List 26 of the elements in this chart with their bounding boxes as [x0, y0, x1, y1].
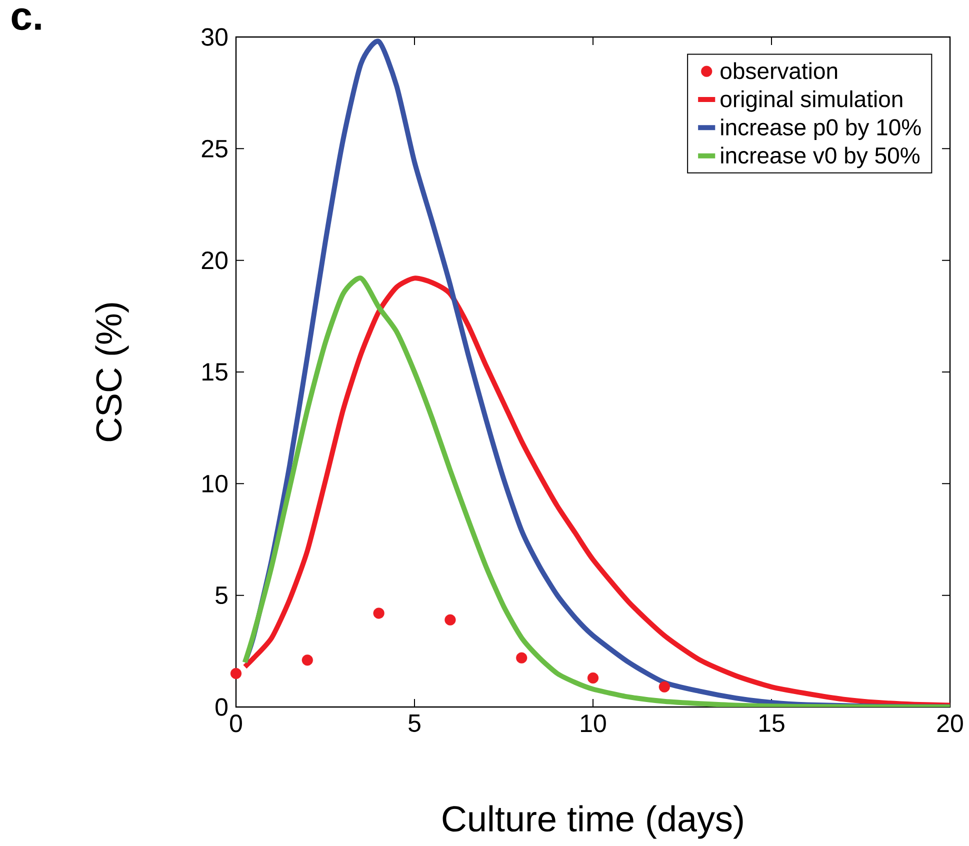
- legend-label: original simulation: [720, 90, 902, 112]
- legend-label: increase p0 by 10%: [721, 118, 921, 140]
- point: [230, 668, 242, 680]
- x-axis-title: Culture time (days): [442, 805, 743, 839]
- point: [587, 672, 599, 684]
- text: c.: [12, 8, 41, 30]
- x-tick-label: 5: [408, 714, 420, 732]
- y-tick-label: 10: [202, 474, 228, 493]
- y-tick-label: 0: [216, 698, 228, 716]
- point: [516, 652, 528, 664]
- x-tick-label: 0: [230, 714, 242, 732]
- legend-label: observation: [720, 62, 838, 80]
- y-tick-label: 20: [202, 251, 228, 270]
- y-tick-label: 5: [216, 586, 228, 604]
- y-tick-label: 30: [202, 28, 228, 46]
- legend-label: increase v0 by 50%: [721, 146, 920, 168]
- point: [444, 614, 456, 626]
- y-tick-label: 15: [202, 363, 228, 381]
- point: [658, 681, 670, 692]
- point: [373, 608, 384, 619]
- x-tick-label: 15: [760, 714, 784, 732]
- x-tick-label: 10: [581, 714, 606, 732]
- y-axis-title: CSC (%): [95, 303, 129, 442]
- y-tick-label: 25: [202, 140, 228, 158]
- x-tick-label: 20: [937, 714, 963, 732]
- point: [302, 654, 313, 666]
